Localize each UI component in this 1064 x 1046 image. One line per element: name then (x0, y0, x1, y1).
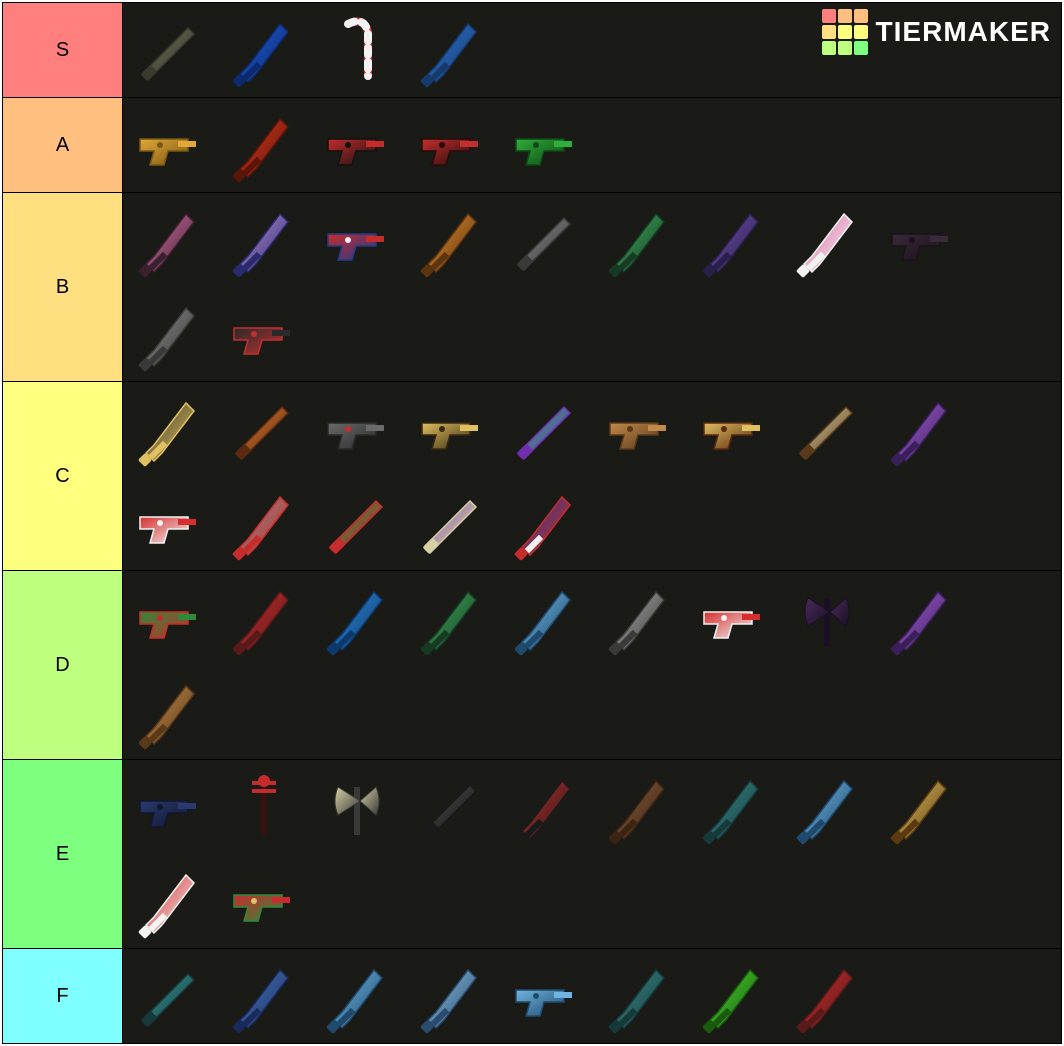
item-pink-winged-sword[interactable] (781, 193, 875, 287)
item-spiked-flintlock[interactable] (687, 382, 781, 476)
item-black-red-pistol[interactable] (217, 287, 311, 381)
item-combat-knife[interactable] (123, 3, 217, 97)
tier-label[interactable]: C (3, 382, 123, 570)
item-azure-scimitar[interactable] (405, 3, 499, 97)
logo-grid-icon (822, 9, 868, 55)
item-blue-ice-revolver[interactable] (499, 949, 593, 1043)
item-green-leaf-blade[interactable] (405, 571, 499, 665)
item-black-red-katana[interactable] (499, 760, 593, 854)
tier-label[interactable]: E (3, 760, 123, 948)
item-amethyst-sword[interactable] (875, 382, 969, 476)
item-wood-pistol[interactable] (593, 382, 687, 476)
item-brown-cutlass[interactable] (593, 760, 687, 854)
item-candy-pistol[interactable] (123, 476, 217, 570)
item-dark-revolver[interactable] (875, 193, 969, 287)
tier-list: S TIERMAKERA (2, 2, 1062, 1044)
item-frost-cleaver[interactable] (217, 949, 311, 1043)
item-ice-sword[interactable] (499, 571, 593, 665)
item-crimson-flame-sword[interactable] (217, 98, 311, 192)
item-star-machete[interactable] (499, 476, 593, 570)
item-silver-rapier[interactable] (593, 571, 687, 665)
item-candy-revolver[interactable] (687, 571, 781, 665)
item-purple-cane-kris[interactable] (405, 476, 499, 570)
tier-row-a: A (3, 98, 1061, 193)
item-teal-scythe-blade[interactable] (687, 760, 781, 854)
item-green-xmas-dagger[interactable] (311, 476, 405, 570)
item-violet-sword[interactable] (687, 193, 781, 287)
tier-items[interactable] (123, 949, 1061, 1043)
item-red-raygun[interactable] (405, 98, 499, 192)
item-thin-dark-knife[interactable] (405, 760, 499, 854)
tier-items[interactable] (123, 193, 1061, 381)
tier-items[interactable] (123, 98, 1061, 192)
item-pixel-sword[interactable] (217, 193, 311, 287)
item-red-sawblade[interactable] (217, 571, 311, 665)
item-grey-scimitar[interactable] (123, 287, 217, 381)
item-candy-greatsword[interactable] (123, 854, 217, 948)
tier-row-b: B (3, 193, 1061, 382)
tier-items[interactable] (123, 382, 1061, 570)
tier-row-f: F (3, 949, 1061, 1043)
item-gold-shield-sword[interactable] (875, 760, 969, 854)
tier-items[interactable]: TIERMAKER (123, 3, 1061, 97)
item-red-blaster[interactable] (311, 98, 405, 192)
tier-items[interactable] (123, 760, 1061, 948)
item-bone-kris[interactable] (781, 382, 875, 476)
tier-row-e: E (3, 760, 1061, 949)
tier-label[interactable]: A (3, 98, 123, 192)
tier-label[interactable]: F (3, 949, 123, 1043)
item-purple-crystal-sword[interactable] (875, 571, 969, 665)
item-navy-revolver[interactable] (123, 760, 217, 854)
tier-label[interactable]: S (3, 3, 123, 97)
item-green-pistol[interactable] (499, 98, 593, 192)
item-golden-pistol[interactable] (123, 98, 217, 192)
item-bronze-ornate-sword[interactable] (123, 665, 217, 759)
item-red-flame-greatsword[interactable] (781, 949, 875, 1043)
item-sci-fi-cannon[interactable] (311, 382, 405, 476)
tiermaker-logo: TIERMAKER (822, 9, 1051, 55)
item-snowflake-sword[interactable] (311, 949, 405, 1043)
item-orange-greatsword[interactable] (405, 193, 499, 287)
tier-items[interactable] (123, 571, 1061, 759)
item-patriot-launcher[interactable] (311, 193, 405, 287)
item-spiked-dark-blade[interactable] (123, 382, 217, 476)
item-emerald-blade[interactable] (593, 193, 687, 287)
item-ice-greatsword[interactable] (781, 760, 875, 854)
item-toxic-green-sword[interactable] (687, 949, 781, 1043)
item-candy-cane[interactable] (311, 3, 405, 97)
item-gift-box-gun[interactable] (217, 854, 311, 948)
logo-text: TIERMAKER (876, 16, 1051, 48)
item-winged-revolver[interactable] (405, 382, 499, 476)
tier-label[interactable]: D (3, 571, 123, 759)
tier-label[interactable]: B (3, 193, 123, 381)
tier-row-d: D (3, 571, 1061, 760)
tier-row-s: S TIERMAKER (3, 3, 1061, 98)
item-prism-dagger[interactable] (499, 382, 593, 476)
item-red-gem-sword[interactable] (217, 476, 311, 570)
item-skull-axe[interactable] (311, 760, 405, 854)
item-flame-dagger[interactable] (217, 382, 311, 476)
item-teal-curved-dagger[interactable] (123, 949, 217, 1043)
item-ice-shard-sword[interactable] (405, 949, 499, 1043)
item-blue-energy-sword[interactable] (311, 571, 405, 665)
item-green-red-revolver[interactable] (123, 571, 217, 665)
tier-row-c: C (3, 382, 1061, 571)
item-blue-lightsaber[interactable] (217, 3, 311, 97)
item-teal-chainsaw[interactable] (593, 949, 687, 1043)
item-dark-purple-axe[interactable] (781, 571, 875, 665)
item-grey-dagger[interactable] (499, 193, 593, 287)
item-pink-chainsaw-sword[interactable] (123, 193, 217, 287)
item-red-cross-staff[interactable] (217, 760, 311, 854)
